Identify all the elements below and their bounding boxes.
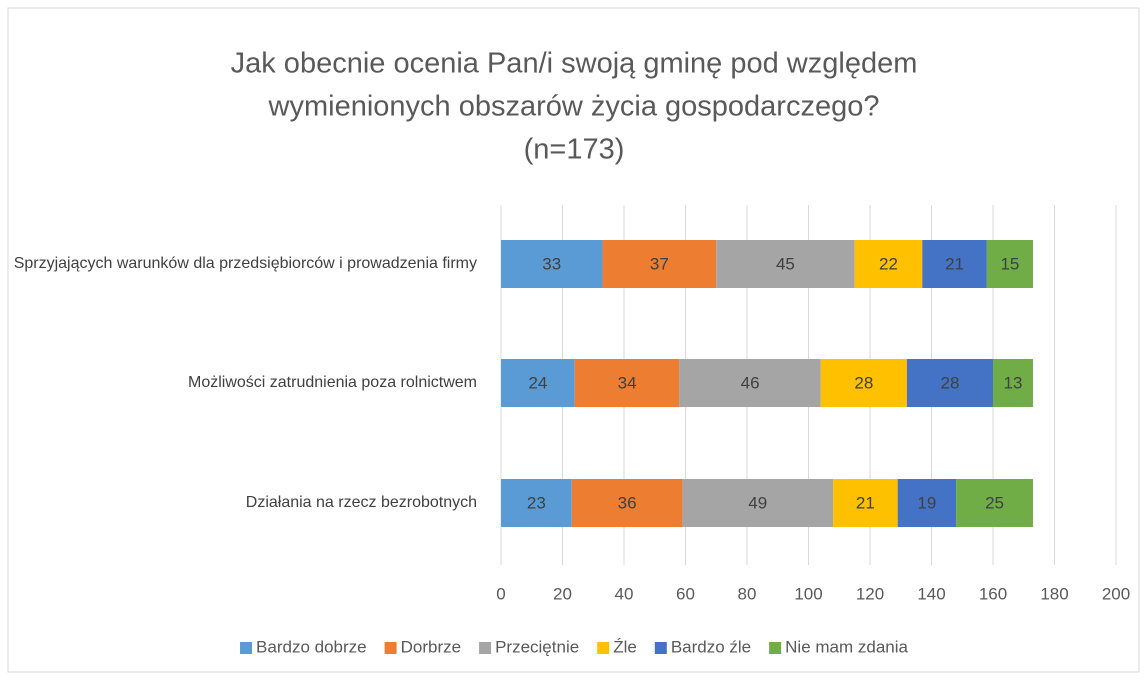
x-tick-label: 0 — [496, 584, 505, 603]
data-label: 25 — [985, 493, 1004, 512]
bar-segment — [956, 479, 1033, 527]
legend-swatch — [597, 642, 610, 654]
legend-label: Źle — [613, 637, 637, 656]
bar-segment — [854, 240, 923, 288]
bar-segment — [501, 240, 603, 288]
data-label: 33 — [542, 254, 561, 273]
data-label: 34 — [618, 373, 637, 392]
x-tick-label: 100 — [794, 584, 822, 603]
chart-border — [7, 7, 1140, 673]
data-label: 28 — [854, 373, 873, 392]
legend-swatch — [654, 642, 667, 654]
data-label: 19 — [917, 493, 936, 512]
data-label: 49 — [748, 493, 767, 512]
x-tick-label: 140 — [917, 584, 945, 603]
bar-segment — [833, 479, 898, 527]
x-tick-label: 80 — [738, 584, 757, 603]
bar-segment — [906, 359, 993, 407]
data-label: 46 — [741, 373, 760, 392]
data-label: 24 — [528, 373, 547, 392]
x-tick-label: 160 — [979, 584, 1007, 603]
legend-swatch — [479, 642, 492, 654]
bar-segment — [820, 359, 907, 407]
x-tick-label: 180 — [1040, 584, 1068, 603]
category-label: Możliwości zatrudnienia poza rolnictwem — [187, 374, 477, 391]
chart-title: (n=173) — [524, 134, 625, 166]
legend-label: Nie mam zdania — [785, 637, 908, 656]
chart-title: Jak obecnie ocenia Pan/i swoją gminę pod… — [231, 48, 918, 80]
data-label: 45 — [776, 254, 795, 273]
legend-label: Dorbrze — [401, 637, 461, 656]
bar-segment — [501, 359, 575, 407]
bar-segment — [922, 240, 987, 288]
legend-label: Przeciętnie — [495, 637, 579, 656]
data-label: 28 — [940, 373, 959, 392]
x-tick-label: 200 — [1102, 584, 1130, 603]
x-tick-label: 40 — [615, 584, 634, 603]
bar-segment — [571, 479, 683, 527]
data-label: 22 — [879, 254, 898, 273]
x-tick-label: 60 — [676, 584, 695, 603]
category-label: Działania na rzecz bezrobotnych — [245, 494, 477, 511]
bar-segment — [897, 479, 957, 527]
bar-segment — [574, 359, 680, 407]
bar-segment — [716, 240, 855, 288]
bar-segment — [986, 240, 1033, 288]
bar-segment — [501, 479, 572, 527]
bar-segment — [679, 359, 821, 407]
bar-segment — [682, 479, 834, 527]
data-label: 37 — [650, 254, 669, 273]
data-label: 23 — [527, 493, 546, 512]
x-tick-label: 20 — [553, 584, 572, 603]
data-label: 13 — [1004, 373, 1023, 392]
data-label: 21 — [945, 254, 964, 273]
legend-label: Bardzo dobrze — [256, 637, 367, 656]
chart-title: wymienionych obszarów życia gospodarczeg… — [268, 91, 880, 123]
data-label: 15 — [1000, 254, 1019, 273]
x-tick-label: 120 — [856, 584, 884, 603]
category-label: Sprzyjających warunków dla przedsiębiorc… — [13, 255, 477, 272]
data-label: 36 — [618, 493, 637, 512]
legend-swatch — [384, 642, 397, 654]
bar-segment — [602, 240, 717, 288]
legend-swatch — [240, 642, 253, 654]
legend-label: Bardzo źle — [671, 637, 751, 656]
legend-swatch — [769, 642, 782, 654]
data-label: 21 — [856, 493, 875, 512]
bar-segment — [993, 359, 1033, 407]
